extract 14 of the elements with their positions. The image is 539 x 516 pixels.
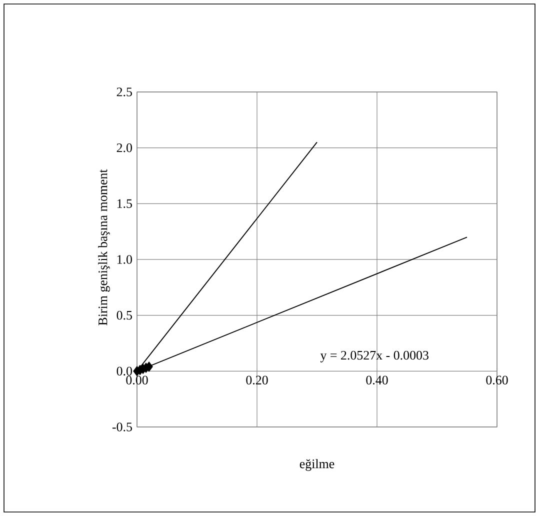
- y-tick-label: 0.0: [116, 366, 132, 376]
- y-tick-label: 2.5: [116, 88, 132, 96]
- y-tick-label: 2.0: [116, 143, 132, 152]
- x-tick-label: 0.60: [486, 376, 508, 384]
- y-tick-label: 1.5: [117, 199, 132, 208]
- y-axis-title: Birim genişlik başına moment: [98, 169, 110, 326]
- x-axis-title: eğilme: [300, 459, 334, 471]
- annotation: y = 2.0527x - 0.0003: [320, 350, 428, 362]
- x-tick-label: 0.40: [366, 376, 388, 384]
- x-tick-label: 0.20: [246, 376, 268, 384]
- y-tick-label: -0.5: [112, 422, 132, 432]
- x-tick-label: 0.00: [126, 376, 148, 384]
- y-tick-label: 0.5: [116, 310, 132, 320]
- y-tick-label: 1.0: [117, 255, 132, 264]
